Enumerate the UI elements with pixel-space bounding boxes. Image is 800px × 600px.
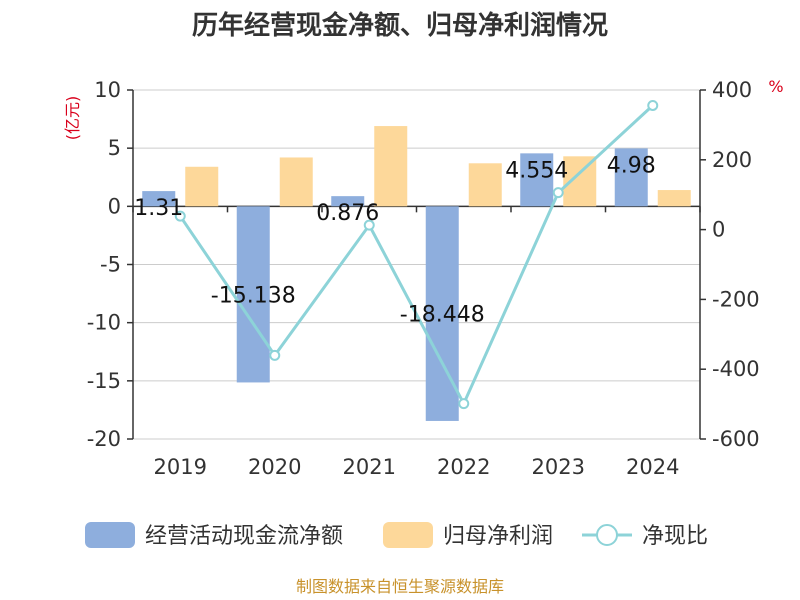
ratio-point	[363, 219, 375, 231]
data-labels: 1.31 -15.138 0.876 -18.448 4.554 4.98	[134, 153, 655, 327]
legend-label-ratio: 净现比	[642, 524, 708, 549]
x-tick-label: 2021	[343, 455, 396, 479]
net-profit-bar	[374, 126, 408, 207]
legend-swatch-net-profit	[383, 522, 433, 548]
cash-flow-bar	[520, 153, 554, 207]
x-tick-label: 2024	[626, 455, 679, 479]
y-left-unit: (亿元)	[63, 96, 82, 141]
y-right-tick-label: 0	[712, 218, 725, 242]
ratio-line	[174, 99, 659, 410]
x-tick-label: 2019	[154, 455, 207, 479]
ratio-line-path	[179, 104, 654, 408]
ratio-point	[552, 187, 564, 199]
x-tick-label: 2020	[248, 455, 301, 479]
y-right-tick-label: -400	[712, 357, 760, 381]
axes: 10 5 0 -5 -10 -15 -20 400 200 0 -200 -400 -600	[87, 78, 760, 451]
net-profit-bar	[185, 166, 219, 207]
net-profit-bar	[468, 163, 502, 207]
ratio-point	[174, 210, 186, 222]
cash-flow-value-label: -15.138	[211, 283, 296, 308]
y-left-tick-label: -15	[87, 369, 121, 393]
cash-flow-bar	[614, 148, 648, 207]
cash-flow-value-label: 0.876	[316, 201, 379, 226]
legend-label-net-profit: 归母净利润	[443, 524, 553, 549]
chart-title: 历年经营现金净额、归母净利润情况	[192, 10, 608, 41]
legend-swatch-cash-flow	[85, 522, 135, 548]
y-left-tick-label: -5	[100, 253, 121, 277]
cash-flow-bar	[236, 206, 270, 383]
cash-flow-value-label: -18.448	[400, 303, 485, 328]
x-tick-label: 2022	[437, 455, 490, 479]
cash-flow-value-label: 1.31	[134, 196, 183, 221]
ratio-point	[647, 99, 659, 111]
x-tick-label: 2023	[532, 455, 585, 479]
y-left-tick-label: -20	[87, 427, 121, 451]
cash-flow-bar	[142, 191, 176, 207]
x-tick-labels: 2019 2020 2021 2022 2023 2024	[154, 455, 680, 479]
y-right-tick-label: -200	[712, 287, 760, 311]
legend: 经营活动现金流净额 归母净利润 净现比	[85, 522, 708, 549]
ratio-point	[269, 349, 281, 361]
y-right-tick-label: -600	[712, 427, 760, 451]
y-right-tick-label: 200	[712, 148, 752, 172]
y-left-tick-label: 10	[94, 78, 121, 102]
y-right-tick-label: 400	[712, 78, 752, 102]
ratio-point	[458, 398, 470, 410]
y-left-tick-label: 5	[108, 136, 121, 160]
y-right-unit: %	[768, 77, 783, 96]
cash-flow-value-label: 4.98	[607, 153, 656, 178]
legend-marker-ratio	[596, 524, 618, 546]
y-left-tick-label: -10	[87, 311, 121, 335]
cash-flow-bar	[331, 196, 365, 207]
net-profit-bar	[279, 157, 313, 207]
legend-label-cash-flow: 经营活动现金流净额	[145, 524, 343, 549]
net-profit-bar	[657, 190, 691, 207]
cash-flow-value-label: 4.554	[505, 158, 568, 183]
y-left-tick-label: 0	[108, 194, 121, 218]
source-note: 制图数据来自恒生聚源数据库	[296, 577, 504, 596]
